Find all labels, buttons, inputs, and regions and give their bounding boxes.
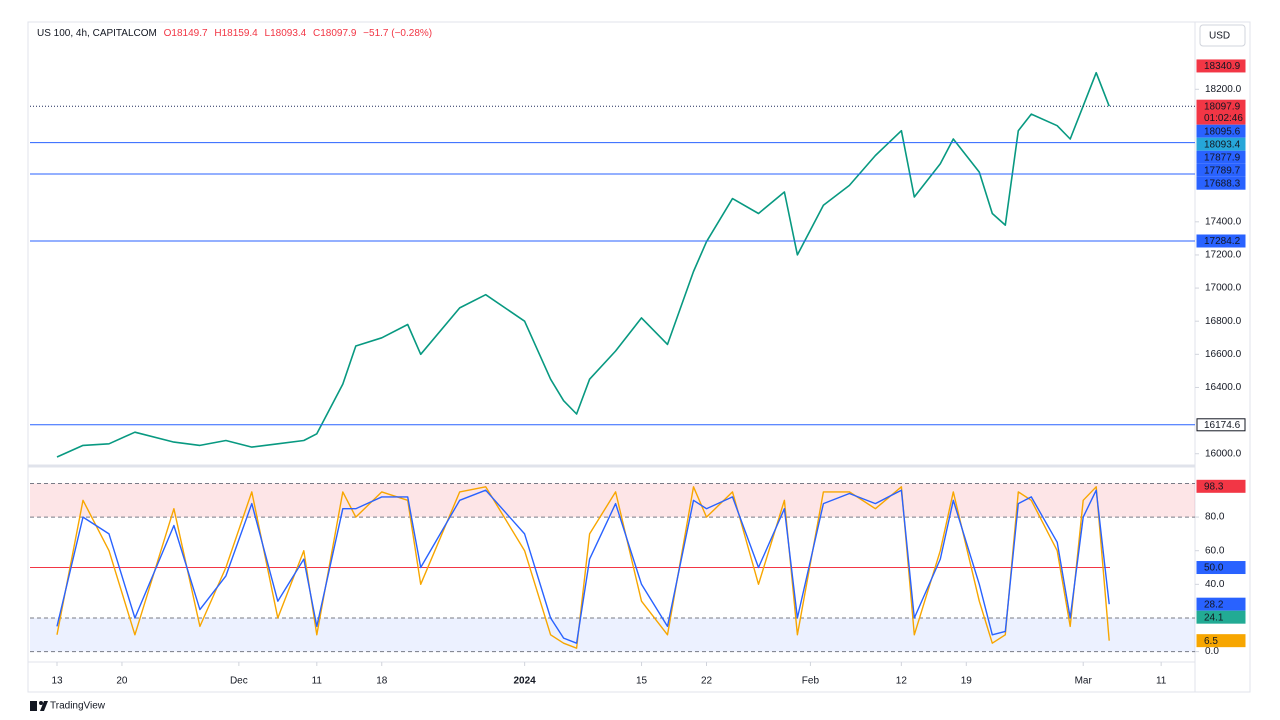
- y-tick-label: 16800.0: [1205, 316, 1242, 327]
- y-tick-label: 0.0: [1205, 646, 1219, 657]
- price-label: 17789.7: [1204, 165, 1241, 176]
- currency-button[interactable]: [1199, 24, 1246, 47]
- y-tick-label: 17400.0: [1205, 216, 1242, 227]
- price-label: 17284.2: [1204, 236, 1241, 247]
- currency[interactable]: USD: [1209, 31, 1230, 42]
- price-label: 6.5: [1204, 636, 1218, 647]
- price-label: 18097.9: [1204, 101, 1241, 112]
- price-label-box: [1196, 176, 1246, 190]
- overbought-band: [30, 483, 1195, 518]
- price-label: 50.0: [1204, 563, 1224, 574]
- series-line: [56, 486, 1110, 649]
- x-tick-label: 22: [701, 676, 713, 687]
- change: −51.7 (−0.28%): [363, 28, 432, 39]
- y-tick-label: 17200.0: [1205, 250, 1242, 261]
- price-label: 98.3: [1204, 481, 1224, 492]
- y-tick-label: 16000.0: [1205, 448, 1242, 459]
- x-tick-label: 2024: [514, 676, 537, 687]
- x-tick-label: Dec: [230, 676, 248, 687]
- high: H18159.4: [214, 28, 258, 39]
- y-tick-label: 60.0: [1205, 545, 1225, 556]
- price-label-box: [1196, 479, 1246, 493]
- price-label-box: [1196, 137, 1246, 151]
- x-tick-label: 19: [961, 676, 973, 687]
- y-tick-label: 17000.0: [1205, 283, 1242, 294]
- price-label-box: [1196, 59, 1246, 73]
- x-tick-label: 20: [116, 676, 128, 687]
- logo-part: [39, 701, 43, 705]
- price-label-box: [1196, 561, 1246, 575]
- y-tick-label: 16400.0: [1205, 382, 1242, 393]
- series-line: [56, 489, 1110, 644]
- price-label-box: [1196, 163, 1246, 177]
- header: US 100, 4h, CAPITALCOM O18149.7 H18159.4…: [37, 28, 432, 39]
- price-label: 18093.4: [1204, 139, 1241, 150]
- x-tick-label: Feb: [802, 676, 820, 687]
- symbol: US 100, 4h, CAPITALCOM: [37, 28, 157, 39]
- oversold-band: [30, 617, 1195, 652]
- brand: TradingView: [50, 701, 106, 712]
- y-tick-label: 80.0: [1205, 512, 1225, 523]
- x-tick-label: 11: [312, 676, 323, 687]
- price-label-box: [1196, 150, 1246, 164]
- y-tick-label: 18200.0: [1205, 84, 1242, 95]
- price-label: 17877.9: [1204, 152, 1241, 163]
- open: O18149.7: [164, 28, 208, 39]
- price-label: 17688.3: [1204, 178, 1241, 189]
- brand-logo: [30, 701, 48, 711]
- price-label-box: [1196, 124, 1246, 138]
- close: C18097.9: [313, 28, 357, 39]
- price-label: 24.1: [1204, 612, 1224, 623]
- chart-frame: [27, 21, 1251, 693]
- x-tick-label: 15: [636, 676, 648, 687]
- x-tick-label: 18: [376, 676, 388, 687]
- price-label: 28.2: [1204, 599, 1224, 610]
- x-tick-label: 13: [51, 676, 63, 687]
- price-label: 18340.9: [1204, 61, 1241, 72]
- y-tick-label: 16600.0: [1205, 349, 1242, 360]
- x-tick-label: 12: [896, 676, 908, 687]
- price-label-box: [1196, 99, 1246, 125]
- x-tick-label: 11: [1156, 676, 1167, 687]
- price-label-box: [1196, 234, 1246, 248]
- y-tick-label: 40.0: [1205, 579, 1225, 590]
- price-label-box: [1196, 597, 1246, 611]
- logo-part: [30, 701, 37, 711]
- logo-part: [40, 701, 48, 711]
- series-line: [56, 71, 1110, 458]
- price-label-box: [1196, 610, 1246, 624]
- price-label-box: [1196, 634, 1246, 648]
- x-tick-label: Mar: [1075, 676, 1093, 687]
- price-label: 16174.6: [1204, 420, 1241, 431]
- price-label: 18095.6: [1204, 126, 1241, 137]
- price-label-box: [1196, 418, 1246, 432]
- low: L18093.4: [265, 28, 307, 39]
- bar-countdown: 01:02:46: [1204, 113, 1243, 124]
